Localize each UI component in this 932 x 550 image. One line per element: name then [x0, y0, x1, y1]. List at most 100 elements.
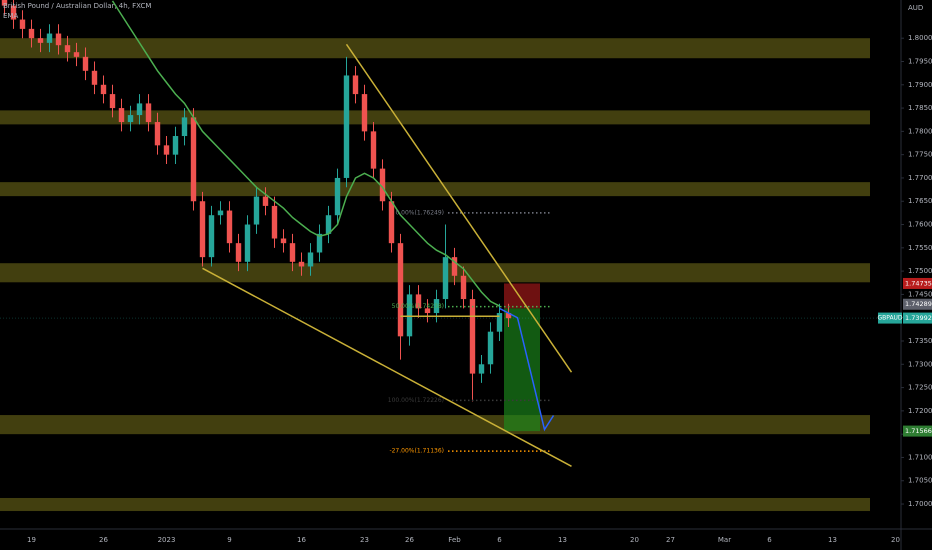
x-tick-label: 2023 [158, 536, 176, 544]
candle-body [262, 196, 269, 206]
candle-body [244, 224, 251, 262]
y-tick-label: 1.77500 [908, 151, 932, 159]
support-resistance-zone [0, 110, 870, 125]
y-tick-label: 1.70500 [908, 477, 932, 485]
candle-body [505, 313, 512, 319]
target-zone [504, 308, 540, 432]
candle-body [397, 243, 404, 337]
candle-body [82, 56, 89, 71]
x-tick-label: 20 [891, 536, 900, 544]
candle-body [307, 252, 314, 267]
y-tick-label: 1.73500 [908, 337, 932, 345]
price-tag [903, 298, 932, 310]
y-tick-label: 1.75500 [908, 244, 932, 252]
candle-body [487, 331, 494, 365]
symbol-tag [878, 312, 902, 324]
candle-body [442, 257, 449, 300]
candle-body [100, 84, 107, 95]
fib-label: 0.00%(1.76249) [395, 209, 444, 216]
candle-body [280, 238, 287, 244]
price-tag-label: 1.73992 [905, 314, 932, 322]
candle-body [136, 103, 143, 116]
candle-body [181, 117, 188, 137]
currency-label: AUD [908, 4, 923, 12]
price-tag-label: 1.74289 [905, 300, 932, 308]
candle-body [64, 45, 71, 53]
support-resistance-zone [0, 497, 870, 512]
candle-body [253, 196, 260, 225]
y-tick-label: 1.76500 [908, 197, 932, 205]
support-resistance-zone [0, 263, 870, 283]
candle-body [379, 168, 386, 202]
candle-body [127, 115, 134, 123]
candle-body [343, 75, 350, 178]
candle-body [217, 210, 224, 216]
chart-title: British Pound / Australian Dollar, 4h, F… [3, 2, 151, 10]
candle-body [451, 257, 458, 276]
trend-line [345, 43, 573, 373]
candle-body [109, 94, 116, 109]
y-tick-label: 1.73000 [908, 360, 932, 368]
candle-body [55, 33, 62, 46]
price-tag [903, 277, 932, 289]
support-resistance-zone [0, 415, 870, 435]
candle-body [271, 205, 278, 239]
x-tick-label: 20 [630, 536, 639, 544]
indicator-name: EMA [3, 12, 18, 20]
candle-body [154, 122, 161, 146]
support-resistance-zone [0, 38, 870, 59]
candle-body [316, 233, 323, 253]
y-tick-label: 1.70000 [908, 500, 932, 508]
price-tag-label: 1.71566 [905, 427, 932, 435]
candle-body [163, 145, 170, 155]
candle-body [73, 52, 80, 57]
candle-body [37, 38, 44, 43]
candle-body [10, 5, 17, 20]
y-tick-label: 1.76000 [908, 221, 932, 229]
candle-body [289, 243, 296, 262]
candle-body [235, 243, 242, 262]
candle-body [334, 177, 341, 216]
x-tick-label: Mar [718, 536, 731, 544]
x-tick-label: 9 [227, 536, 231, 544]
candle-body [28, 28, 35, 39]
candle-body [199, 201, 206, 258]
candle-body [145, 103, 152, 123]
candle-body [424, 308, 431, 314]
price-tag-label: 1.74735 [905, 279, 932, 287]
candle-body [460, 275, 467, 300]
x-tick-label: 6 [767, 536, 772, 544]
ema-line [111, 0, 500, 307]
x-tick-label: 16 [297, 536, 306, 544]
fib-label: 100.00%(1.72226) [388, 397, 444, 404]
y-tick-label: 1.74500 [908, 290, 932, 298]
x-tick-label: 13 [828, 536, 837, 544]
candle-body [1, 0, 8, 6]
candle-body [388, 201, 395, 244]
x-tick-label: 6 [497, 536, 502, 544]
support-resistance-zone [0, 182, 870, 197]
candle-body [118, 108, 125, 123]
candle-body [352, 75, 359, 95]
candle-body [406, 294, 413, 337]
y-tick-label: 1.77000 [908, 174, 932, 182]
x-tick-label: Feb [448, 536, 461, 544]
x-tick-label: 13 [558, 536, 567, 544]
candle-body [415, 294, 422, 309]
candle-body [226, 210, 233, 244]
fib-label: -27.00%(1.71136) [389, 448, 444, 455]
y-tick-label: 1.72000 [908, 407, 932, 415]
y-tick-label: 1.78500 [908, 104, 932, 112]
x-tick-label: 27 [666, 536, 675, 544]
candle-body [325, 215, 332, 234]
candle-body [190, 117, 197, 202]
candle-body [469, 299, 476, 374]
candle-body [496, 313, 503, 332]
candle-body [172, 136, 179, 155]
fib-label: 50.00%(1.74238) [392, 303, 444, 310]
trend-line [499, 307, 555, 432]
candle-body [433, 299, 440, 314]
y-tick-label: 1.72500 [908, 384, 932, 392]
